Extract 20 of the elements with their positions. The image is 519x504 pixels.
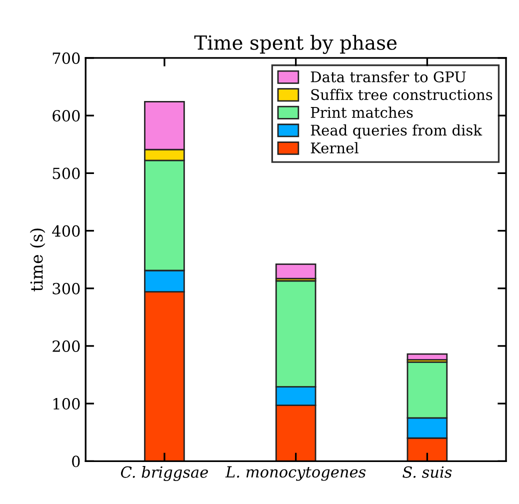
chart-title: Time spent by phase: [194, 34, 397, 54]
y-tick-label: 400: [52, 225, 80, 237]
bar: [406, 353, 448, 360]
y-tick-label: 100: [53, 398, 80, 410]
y-axis-title: time (s): [30, 228, 46, 292]
y-tick-label: 200: [52, 340, 80, 352]
legend-label: Read queries from disk: [310, 124, 482, 138]
y-tick-label: 300: [52, 282, 80, 294]
legend-label: Print matches: [310, 106, 413, 118]
y-tick-label: 700: [52, 52, 80, 64]
x-tick-label: C. briggsae: [120, 466, 208, 482]
x-tick-label: L. monocytogenes: [225, 466, 366, 481]
legend-label: Suffix tree constructions: [311, 88, 492, 100]
x-tick-label: S. suis: [402, 466, 452, 478]
y-tick-label: 600: [52, 110, 80, 122]
y-tick-label: 500: [52, 168, 80, 180]
legend-label: Data transfer to GPU: [310, 71, 466, 82]
bar: [275, 263, 316, 280]
legend-label: Kernel: [310, 142, 358, 154]
y-tick-label: 0: [72, 456, 80, 468]
